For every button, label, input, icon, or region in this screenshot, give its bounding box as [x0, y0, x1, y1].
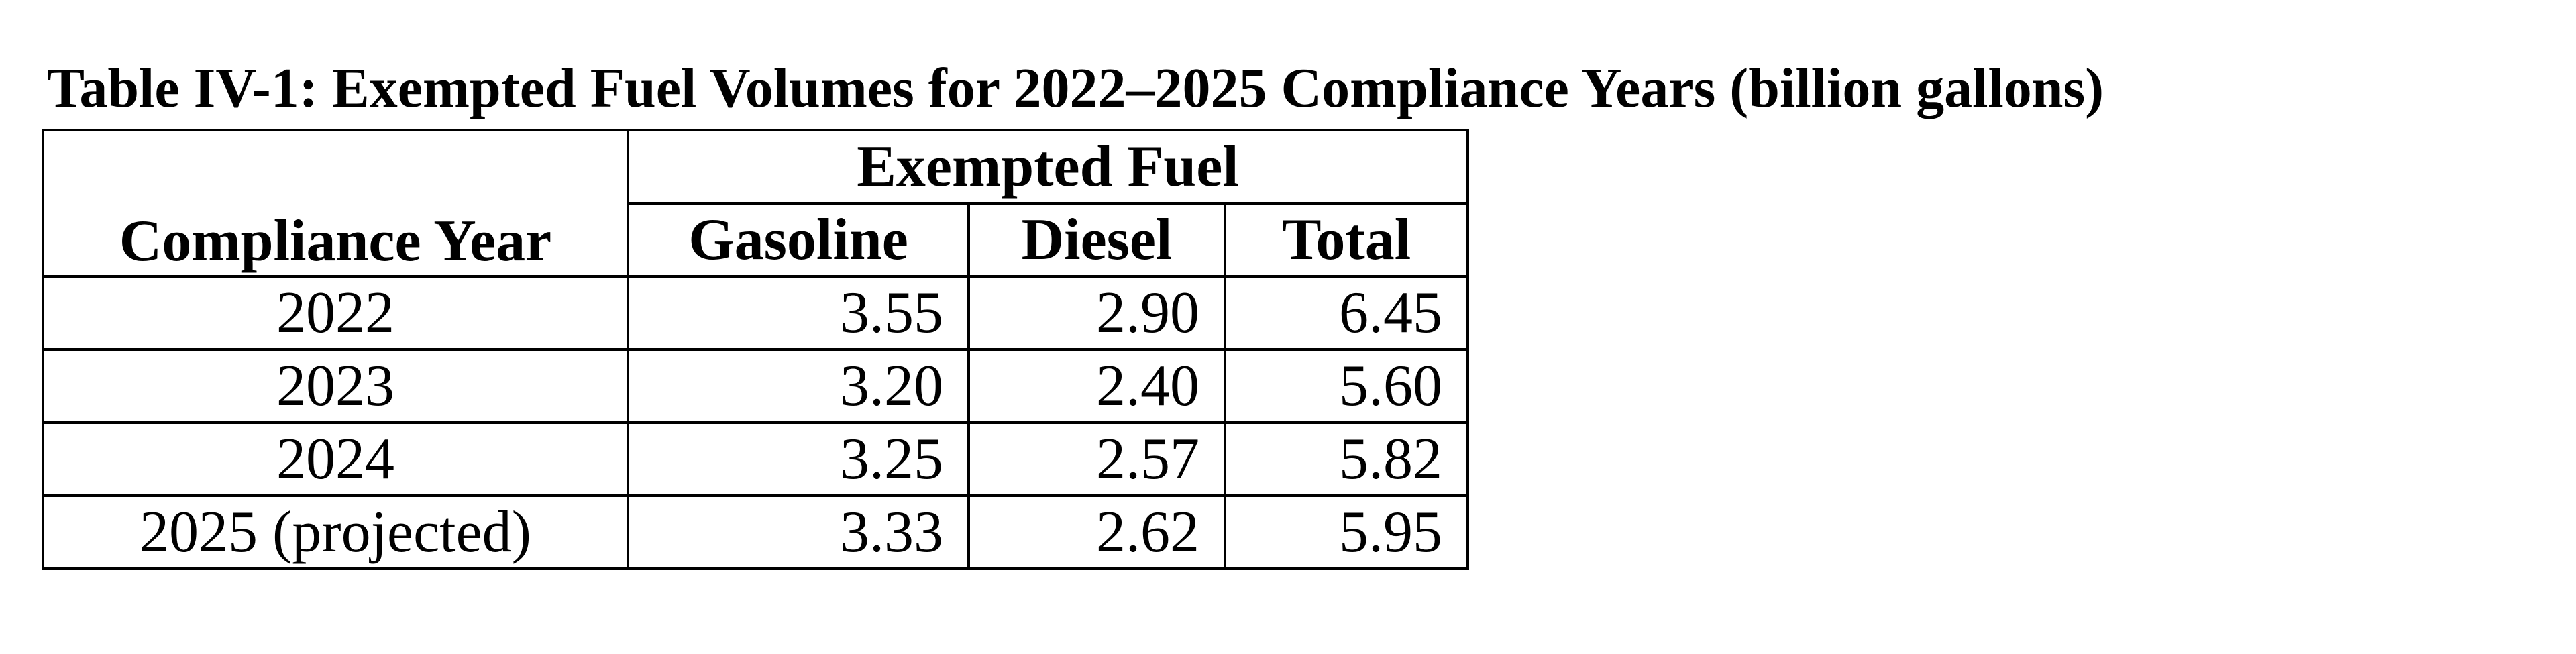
column-header-diesel: Diesel	[967, 202, 1226, 278]
header-row-group: Compliance Year Exempted Fuel	[42, 129, 1469, 278]
header-row-columns: Gasoline Diesel Total	[43, 202, 1469, 278]
column-group-header-exempted-fuel: Exempted Fuel	[627, 129, 1469, 205]
cell-gasoline: 3.20	[627, 348, 970, 424]
cell-year: 2025 (projected)	[42, 494, 629, 570]
cell-total: 6.45	[1224, 275, 1469, 351]
cell-diesel: 2.62	[967, 494, 1226, 570]
cell-year: 2024	[42, 421, 629, 497]
table-row: 2025 (projected) 3.33 2.62 5.95	[42, 494, 1469, 570]
cell-year: 2022	[42, 275, 629, 351]
cell-year: 2023	[42, 348, 629, 424]
table-row: 2023 3.20 2.40 5.60	[42, 348, 1469, 424]
exempted-fuel-table: Compliance Year Exempted Fuel Gasoline D…	[42, 129, 1469, 570]
cell-total: 5.60	[1224, 348, 1469, 424]
table-row: 2022 3.55 2.90 6.45	[42, 275, 1469, 351]
column-header-compliance-year: Compliance Year	[42, 129, 629, 278]
cell-gasoline: 3.33	[627, 494, 970, 570]
cell-gasoline: 3.25	[627, 421, 970, 497]
column-header-gasoline: Gasoline	[627, 202, 970, 278]
cell-total: 5.82	[1224, 421, 1469, 497]
table-body: 2022 3.55 2.90 6.45 2023 3.20 2.40 5.60 …	[42, 275, 1469, 570]
cell-diesel: 2.57	[967, 421, 1226, 497]
cell-diesel: 2.40	[967, 348, 1226, 424]
cell-gasoline: 3.55	[627, 275, 970, 351]
table-caption: Table IV-1: Exempted Fuel Volumes for 20…	[47, 57, 2104, 119]
column-header-total: Total	[1224, 202, 1469, 278]
table-header: Compliance Year Exempted Fuel Gasoline D…	[42, 129, 1469, 278]
cell-total: 5.95	[1224, 494, 1469, 570]
table-row: 2024 3.25 2.57 5.82	[42, 421, 1469, 497]
cell-diesel: 2.90	[967, 275, 1226, 351]
